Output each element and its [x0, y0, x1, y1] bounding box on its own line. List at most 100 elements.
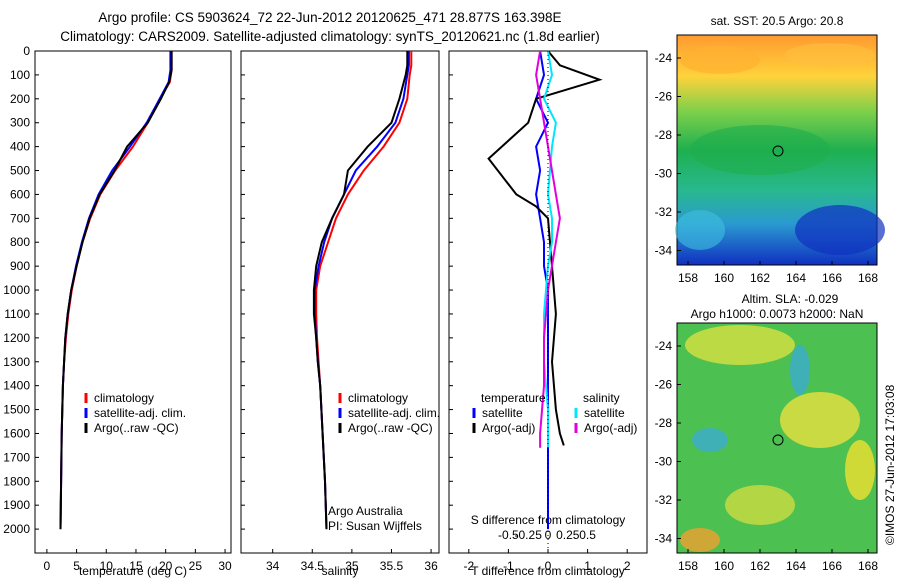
- difference-xtick-label: -2: [463, 559, 474, 573]
- sst-map: [675, 34, 885, 266]
- sst_map-xtick-label: 164: [786, 271, 806, 285]
- temperature-series-line: [59, 51, 173, 530]
- temperature-legend-label: climatology: [94, 391, 154, 405]
- temperature-axes: [34, 50, 232, 554]
- temperature-xtick-label: 10: [100, 559, 114, 573]
- sla_map-xtick-label: 158: [678, 559, 698, 573]
- depth-tick-label: 1700: [3, 450, 30, 464]
- temperature-xtick-label: 5: [73, 559, 80, 573]
- depth-tick-label: 2000: [3, 522, 30, 536]
- salinity-series-line: [312, 51, 409, 530]
- sst_map-ytick-label: -24: [655, 51, 673, 65]
- depth-tick-label: 1000: [3, 283, 30, 297]
- depth-tick-label: 100: [10, 68, 30, 82]
- depth-tick-label: 700: [10, 211, 30, 225]
- depth-tick-label: 1500: [3, 403, 30, 417]
- sla_map-ytick-label: -24: [655, 339, 673, 353]
- sla_map-xtick-label: 160: [714, 559, 734, 573]
- depth-tick-label: 1600: [3, 426, 30, 440]
- sla_map-xtick-label: 168: [858, 559, 878, 573]
- sst_map-xtick-label: 168: [858, 271, 878, 285]
- difference-xtick-label: 2: [624, 559, 631, 573]
- temperature-xtick-label: 0: [44, 559, 51, 573]
- difference-sal-legend-label: satellite: [584, 406, 625, 420]
- salinity-diff-tick-label: 0: [545, 528, 552, 542]
- sst-map-title: sat. SST: 20.5 Argo: 20.8: [711, 14, 844, 28]
- difference-xtick-label: 0: [545, 559, 552, 573]
- sst_map-ytick-label: -32: [655, 205, 673, 219]
- sla-map-title-line1: Altim. SLA: -0.029: [742, 292, 839, 306]
- difference-series-line: [535, 50, 561, 448]
- sla_map-ytick-label: -32: [655, 493, 673, 507]
- sla_map-ytick-label: -34: [655, 532, 673, 546]
- sst_map-ytick-label: -34: [655, 244, 673, 258]
- depth-tick-label: 400: [10, 140, 30, 154]
- salinity-legend-label: satellite-adj. clim.: [348, 406, 440, 420]
- salinity-xtick-label: 35: [345, 559, 359, 573]
- salinity-axes: [240, 50, 440, 554]
- sst_map-ytick-label: -28: [655, 128, 673, 142]
- salinity-annotation-line1: Argo Australia: [328, 504, 403, 518]
- sla-map: [676, 322, 878, 554]
- temperature-xlabel: temperature (deg C): [79, 564, 187, 578]
- sla_map-xtick-label: 164: [786, 559, 806, 573]
- temperature-xtick-label: 25: [189, 559, 203, 573]
- temperature-xtick-label: 15: [129, 559, 143, 573]
- sla_map-ytick-label: -26: [655, 378, 673, 392]
- sla-map-title-line2: Argo h1000: 0.0073 h2000: NaN: [691, 307, 864, 321]
- temperature-xtick-label: 20: [159, 559, 173, 573]
- salinity-diff-tick-label: -0.5: [498, 528, 519, 542]
- depth-tick-label: 1400: [3, 379, 30, 393]
- difference-xtick-label: 1: [584, 559, 591, 573]
- temperature-legend-label: satellite-adj. clim.: [94, 406, 186, 420]
- temperature-legend-label: Argo(..raw -QC): [94, 421, 179, 435]
- difference-temp-legend-label: Argo(-adj): [482, 421, 535, 435]
- depth-tick-label: 800: [10, 235, 30, 249]
- depth-tick-label: 300: [10, 116, 30, 130]
- difference-sal-legend-label: Argo(-adj): [584, 421, 637, 435]
- depth-tick-label: 1900: [3, 498, 30, 512]
- difference-xlabel: T difference from climatology: [471, 564, 625, 578]
- chart-title-line2: Climatology: CARS2009. Satellite-adjuste…: [60, 29, 600, 44]
- depth-tick-label: 1800: [3, 474, 30, 488]
- salinity-xlabel: salinity: [322, 564, 359, 578]
- salinity-diff-tick-label: 0.25: [556, 528, 580, 542]
- chart-title-line1: Argo profile: CS 5903624_72 22-Jun-2012 …: [98, 10, 562, 25]
- imos-credit: ©IMOS 27-Jun-2012 17:03:08: [883, 384, 897, 545]
- difference-legend-title-temperature: temperature: [481, 391, 546, 405]
- difference-temp-legend-label: satellite: [482, 406, 523, 420]
- salinity-xtick-label: 36: [424, 559, 438, 573]
- sla_map-ytick-label: -30: [655, 455, 673, 469]
- depth-tick-label: 1300: [3, 355, 30, 369]
- difference-series-line: [542, 50, 557, 448]
- difference-xtick-label: -1: [503, 559, 514, 573]
- salinity-legend-label: climatology: [348, 391, 408, 405]
- depth-tick-label: 600: [10, 187, 30, 201]
- salinity-diff-tick-label: -0.25: [515, 528, 543, 542]
- sst_map-xtick-label: 162: [750, 271, 770, 285]
- difference-series-line: [487, 50, 603, 446]
- depth-tick-label: 900: [10, 259, 30, 273]
- salinity-annotation-line2: PI: Susan Wijffels: [328, 519, 422, 533]
- sst_map-xtick-label: 166: [822, 271, 842, 285]
- depth-tick-label: 0: [23, 44, 30, 58]
- salinity-diff-tick-label: 0.5: [579, 528, 596, 542]
- salinity-xtick-label: 34: [266, 559, 280, 573]
- salinity-xtick-label: 35.5: [380, 559, 404, 573]
- difference-series-line: [535, 50, 550, 530]
- difference-legend-title-salinity: salinity: [583, 391, 620, 405]
- sst_map-xtick-label: 158: [678, 271, 698, 285]
- depth-tick-label: 1100: [4, 307, 30, 321]
- sst_map-ytick-label: -30: [655, 167, 673, 181]
- depth-tick-label: 200: [10, 92, 30, 106]
- sla_map-ytick-label: -28: [655, 416, 673, 430]
- salinity-legend-label: Argo(..raw -QC): [348, 421, 433, 435]
- salinity-xtick-label: 34.5: [301, 559, 325, 573]
- depth-tick-label: 1200: [3, 331, 30, 345]
- sst_map-xtick-label: 160: [714, 271, 734, 285]
- depth-tick-label: 500: [10, 164, 30, 178]
- temperature-xtick-label: 30: [218, 559, 232, 573]
- sst_map-ytick-label: -26: [655, 90, 673, 104]
- sla_map-xtick-label: 162: [750, 559, 770, 573]
